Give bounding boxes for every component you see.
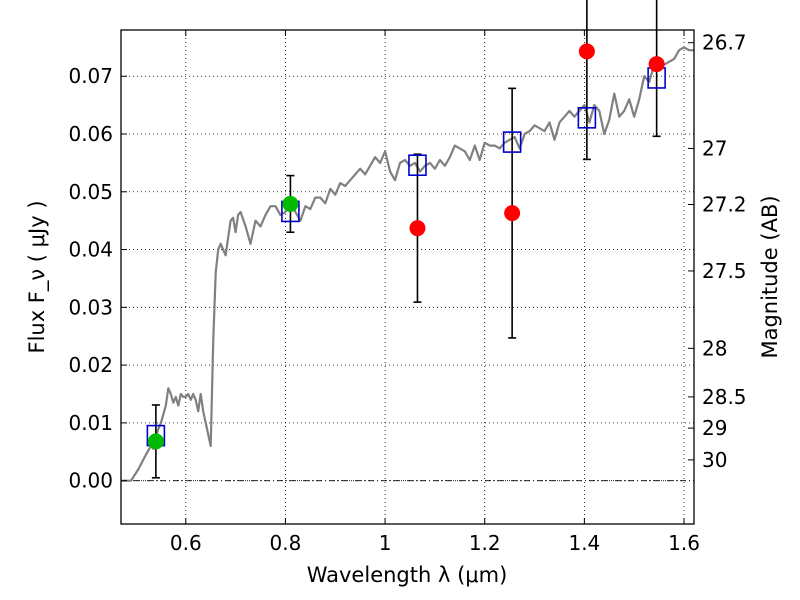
x-tick-label: 1 [379,531,392,555]
y2-axis-label: Magnitude (AB) [758,195,782,358]
y-tick-label: 0.05 [68,180,113,204]
data-point-marker [282,195,299,212]
y-tick-label: 0.01 [68,411,113,435]
y-tick-label: 0.03 [68,295,113,319]
data-point-marker [504,205,521,222]
y2-tick-label: 28.5 [702,385,747,409]
y2-tick-label: 27 [702,136,727,160]
plot-frame [120,29,695,525]
data-point-marker [648,56,665,73]
y2-tick-label: 29 [702,416,727,440]
y2-tick-label: 27.5 [702,259,747,283]
y-tick-label: 0.00 [68,469,113,493]
x-tick-label: 0.8 [270,531,302,555]
x-tick-label: 1.4 [568,531,600,555]
x-axis-label: Wavelength λ (μm) [307,563,508,587]
y-tick-label: 0.02 [68,353,113,377]
x-tick-label: 1.2 [469,531,501,555]
y-tick-label: 0.07 [68,64,113,88]
model-square-marker [408,154,427,176]
data-point-marker [578,43,595,60]
y2-tick-label: 28 [702,336,727,360]
model-square-marker [577,107,597,129]
y2-tick-label: 26.7 [702,31,747,55]
x-tick-label: 0.6 [170,531,202,555]
y2-tick-label: 27.2 [702,192,747,216]
data-point-marker [147,433,164,450]
y-tick-label: 0.06 [68,122,113,146]
y-tick-label: 0.04 [68,238,113,262]
data-point-marker [409,220,426,237]
markers-layer [146,43,666,450]
model-square-marker [502,131,522,153]
y2-tick-label: 30 [702,448,727,472]
ticks: 0.6 0.8 1 1.2 1.4 1.6 0.00 0.01 0.02 0.03 0.04 0.05… [68,30,747,555]
y-axis-label: Flux F_ν ( μJy ) [25,200,50,353]
plot-background [121,30,694,524]
x-tick-label: 1.6 [668,531,700,555]
